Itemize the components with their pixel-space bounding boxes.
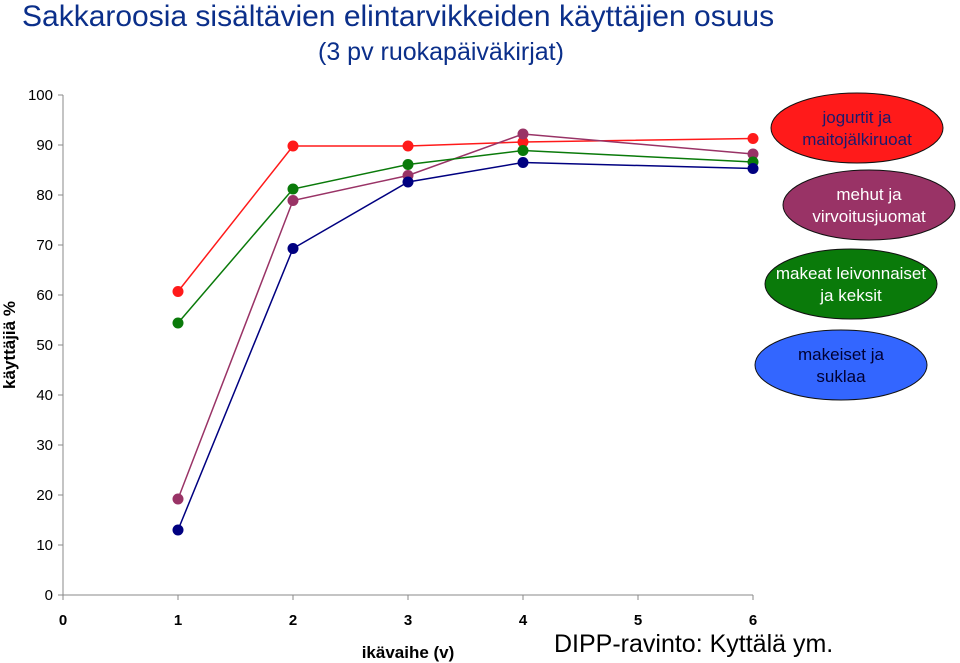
legend-label: makeiset ja	[798, 345, 885, 364]
data-point	[172, 493, 184, 505]
chart-legend: jogurtit ja maitojälkiruoat mehut ja virvoi…	[754, 92, 956, 401]
y-tick-label: 0	[45, 587, 53, 604]
series-line	[177, 149, 754, 324]
legend-label: ja keksit	[819, 286, 882, 305]
x-tick-label: 3	[404, 612, 412, 629]
x-tick-label: 2	[289, 612, 297, 629]
y-tick-label: 10	[36, 537, 53, 554]
y-tick-label: 20	[36, 487, 53, 504]
data-point	[747, 148, 759, 160]
data-point	[287, 243, 299, 254]
data-point	[402, 159, 414, 170]
data-point	[517, 128, 529, 140]
y-tick-label: 30	[36, 437, 53, 454]
y-tick-label: 80	[36, 187, 53, 204]
x-tick-label: 4	[519, 612, 528, 629]
legend-item-2: mehut ja virvoitusjuomat	[782, 169, 956, 241]
chart-title: Sakkaroosia sisältävien elintarvikkeiden…	[22, 0, 775, 33]
series-line	[177, 161, 754, 531]
data-point	[287, 183, 299, 195]
y-tick-label: 50	[36, 337, 53, 354]
chart-axes: 0 10 20 30 40 50 60 70 80 90 100 0 1 2 3 4 5 6 ikävaihe (v…	[0, 87, 757, 662]
data-point	[402, 176, 414, 188]
data-point	[517, 157, 529, 168]
legend-ellipse	[764, 248, 938, 320]
data-point	[402, 140, 414, 152]
y-axis-label: käyttäjiä %	[0, 301, 19, 389]
x-tick-label: 0	[59, 612, 67, 629]
series-4	[172, 157, 759, 536]
series-2	[172, 128, 759, 505]
data-point	[172, 317, 184, 329]
legend-item-3: makeat leivonnaiset ja keksit	[764, 248, 938, 320]
series-line	[177, 137, 754, 292]
legend-ellipse	[782, 169, 956, 241]
legend-ellipse	[770, 92, 944, 164]
legend-label: suklaa	[816, 367, 866, 386]
source-credit: DIPP-ravinto: Kyttälä ym.	[554, 630, 834, 658]
y-tick-label: 40	[36, 387, 53, 404]
legend-label: maitojälkiruoat	[802, 130, 912, 149]
legend-label: jogurtit ja	[822, 108, 893, 127]
y-tick-label: 70	[36, 237, 53, 254]
data-point	[172, 286, 184, 297]
chart-series-lines	[172, 128, 759, 536]
chart-subtitle: (3 pv ruokapäiväkirjat)	[318, 38, 564, 66]
x-tick-label: 6	[749, 612, 757, 629]
legend-item-1: jogurtit ja maitojälkiruoat	[770, 92, 944, 164]
data-point	[747, 133, 759, 144]
legend-ellipse	[754, 329, 928, 401]
data-point	[517, 136, 529, 148]
data-point	[287, 140, 299, 152]
data-point	[172, 524, 184, 536]
y-tick-label: 90	[36, 137, 53, 154]
data-point	[517, 145, 529, 156]
y-tick-label: 60	[36, 287, 53, 304]
x-tick-label: 5	[634, 612, 642, 629]
legend-label: makeat leivonnaiset	[776, 264, 927, 283]
x-axis-label: ikävaihe (v)	[362, 643, 455, 662]
series-line	[177, 133, 754, 500]
legend-label: mehut ja	[836, 185, 902, 204]
y-tick-label: 100	[28, 87, 53, 104]
legend-label: virvoitusjuomat	[812, 207, 926, 226]
data-point	[287, 195, 299, 206]
x-tick-label: 1	[174, 612, 182, 629]
data-point	[747, 163, 759, 174]
legend-item-4: makeiset ja suklaa	[754, 329, 928, 401]
